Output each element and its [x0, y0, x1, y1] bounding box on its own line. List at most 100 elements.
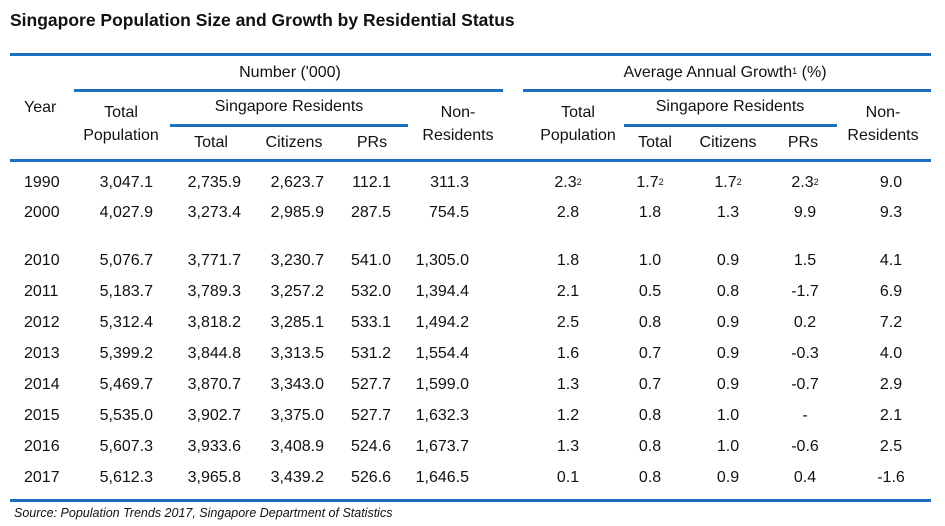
prs-cell: 531.2: [350, 345, 391, 362]
year-cell: 2010: [24, 252, 60, 269]
residents-total-header: Total: [194, 134, 228, 151]
non-residents-cell: 754.5: [428, 204, 469, 221]
growth-value: 1.2: [556, 407, 580, 424]
growth-value: 2.8: [556, 204, 580, 221]
growth-value: 0.8: [638, 407, 662, 424]
prs-cell: 541.0: [350, 252, 391, 269]
prs-cell: 524.6: [350, 438, 391, 455]
growth-residents-total-cell: 0.7: [639, 344, 661, 364]
growth-total-population-cell: 2.32: [554, 173, 581, 193]
growth-residents-total-header: Total: [638, 134, 672, 151]
growth-value: 2.9: [879, 376, 903, 393]
growth-citizens-cell: 0.9: [717, 468, 739, 488]
prs-header: PRs: [356, 134, 388, 151]
growth-value: -: [802, 407, 808, 424]
residents-total-cell: 3,870.7: [187, 376, 241, 393]
growth-value: 6.9: [879, 283, 903, 300]
growth-value: 9.9: [793, 204, 817, 221]
prs-cell: 533.1: [350, 314, 391, 331]
citizens-cell: 3,408.9: [270, 438, 324, 455]
growth-value: 1.3: [556, 438, 580, 455]
citizens-cell: 2,985.9: [270, 204, 324, 221]
growth-unit: (%): [797, 64, 827, 81]
growth-sg-residents-header: Singapore Residents: [655, 98, 805, 115]
prs-cell: 526.6: [350, 469, 391, 486]
non-residents-cell: 1,673.7: [415, 438, 469, 455]
total-population-cell: 5,607.3: [99, 438, 153, 455]
year-cell: 2015: [24, 407, 60, 424]
growth-value: 0.2: [793, 314, 817, 331]
growth-total-population-header: Total: [561, 104, 595, 121]
growth-value: 1.7: [714, 174, 737, 191]
growth-value: 1.8: [556, 252, 580, 269]
non-residents-cell: 1,494.2: [415, 314, 469, 331]
growth-citizens-cell: 0.9: [717, 375, 739, 395]
growth-prs-cell: 0.4: [794, 468, 816, 488]
year-cell: 2017: [24, 469, 60, 486]
growth-non-residents-cell: 9.3: [880, 203, 902, 223]
prs-cell: 527.7: [350, 407, 391, 424]
residents-total-cell: 3,273.4: [187, 204, 241, 221]
bottom-rule: [10, 499, 931, 502]
growth-value: 2.1: [879, 407, 903, 424]
growth-total-population-cell: 2.1: [557, 282, 579, 302]
growth-residents-total-cell: 1.8: [639, 203, 661, 223]
growth-value: 0.7: [638, 376, 662, 393]
growth-value: 0.9: [716, 252, 740, 269]
growth-value: 0.8: [716, 283, 740, 300]
growth-value: 1.8: [638, 204, 662, 221]
residents-total-cell: 3,818.2: [187, 314, 241, 331]
growth-prs-cell: -0.6: [791, 437, 819, 457]
growth-non-residents-cell: 9.0: [880, 173, 902, 193]
growth-value: 0.9: [716, 314, 740, 331]
growth-residents-total-cell: 0.8: [639, 468, 661, 488]
non-residents-cell: 1,554.4: [415, 345, 469, 362]
growth-residents-total-cell: 0.8: [639, 437, 661, 457]
growth-prs-cell: 2.32: [791, 173, 818, 193]
growth-value: 7.2: [879, 314, 903, 331]
residents-total-cell: 3,902.7: [187, 407, 241, 424]
year-cell: 2000: [24, 204, 60, 221]
year-cell: 2016: [24, 438, 60, 455]
growth-prs-cell: -: [802, 406, 807, 426]
prs-cell: 112.1: [352, 174, 391, 191]
growth-prs-cell: 9.9: [794, 203, 816, 223]
growth-value: 1.0: [638, 252, 662, 269]
footnote-marker: 2: [658, 177, 664, 187]
prs-cell: 287.5: [350, 204, 391, 221]
top-rule: [10, 53, 931, 56]
growth-citizens-header: Citizens: [699, 134, 757, 151]
non-residents-cell: 1,632.3: [415, 407, 469, 424]
growth-value: 1.7: [636, 174, 659, 191]
growth-value: 4.0: [879, 345, 903, 362]
growth-total-population-cell: 1.6: [557, 344, 579, 364]
growth-non-residents-cell: 4.0: [880, 344, 902, 364]
growth-value: 0.5: [638, 283, 662, 300]
growth-citizens-cell: 0.8: [717, 282, 739, 302]
growth-value: -0.7: [791, 376, 819, 393]
growth-value: 0.8: [638, 438, 662, 455]
growth-residents-total-cell: 0.5: [639, 282, 661, 302]
number-group-header: Number ('000): [239, 64, 341, 81]
non-residents-cell: 1,599.0: [415, 376, 469, 393]
prs-cell: 532.0: [350, 283, 391, 300]
growth-value: 1.3: [556, 376, 580, 393]
growth-total-population-cell: 1.2: [557, 406, 579, 426]
residents-total-cell: 2,735.9: [187, 174, 241, 191]
sg-residents-rule: [170, 124, 408, 127]
year-cell: 1990: [24, 174, 60, 191]
growth-residents-total-cell: 0.7: [639, 375, 661, 395]
growth-residents-total-cell: 1.72: [636, 173, 663, 193]
growth-value: 0.1: [556, 469, 580, 486]
growth-prs-cell: -0.7: [791, 375, 819, 395]
growth-value: -0.6: [791, 438, 819, 455]
residents-total-cell: 3,771.7: [187, 252, 241, 269]
growth-value: 0.9: [716, 376, 740, 393]
total-population-cell: 5,612.3: [99, 469, 153, 486]
growth-value: -0.3: [791, 345, 819, 362]
citizens-cell: 3,230.7: [270, 252, 324, 269]
growth-citizens-cell: 1.3: [717, 203, 739, 223]
growth-prs-cell: 1.5: [794, 251, 816, 271]
growth-value: 0.7: [638, 345, 662, 362]
non-residents-cell: 1,394.4: [415, 283, 469, 300]
